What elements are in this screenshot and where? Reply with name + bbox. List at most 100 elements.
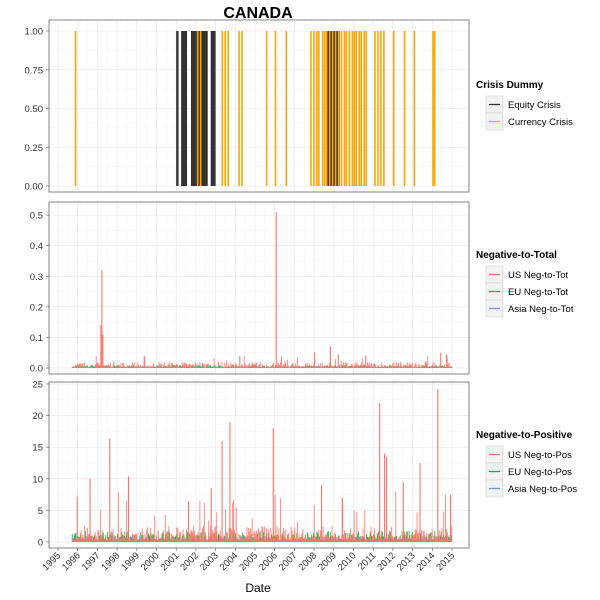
- series-bar-us-neg-to-pos: [423, 531, 425, 542]
- series-bar-us-neg-to-tot: [77, 365, 79, 368]
- legend-label: EU Neg-to-Pos: [508, 467, 572, 478]
- equity-crisis-bar: [210, 31, 216, 186]
- x-tick-label: 2011: [356, 550, 378, 572]
- series-bar-us-neg-to-pos: [71, 538, 73, 542]
- series-bar-us-neg-to-tot: [304, 366, 305, 368]
- series-bar-us-neg-to-pos: [321, 539, 323, 542]
- series-bar-us-neg-to-pos: [219, 530, 221, 542]
- series-bar-us-neg-to-pos: [311, 539, 313, 542]
- series-bar-us-neg-to-tot: [88, 367, 90, 368]
- legend-label: Equity Crisis: [508, 100, 561, 111]
- series-bar-us-neg-to-pos: [205, 535, 207, 542]
- series-bar-us-neg-to-tot: [160, 364, 162, 368]
- series-bar-eu-neg-to-tot: [116, 365, 118, 368]
- series-bar-us-neg-to-tot: [141, 365, 143, 368]
- series-bar-us-neg-to-pos: [274, 494, 276, 542]
- series-bar-us-neg-to-tot: [122, 363, 124, 368]
- series-bar-us-neg-to-tot: [253, 364, 255, 368]
- series-bar-us-neg-to-pos: [108, 539, 110, 542]
- series-bar-us-neg-to-pos: [418, 531, 420, 542]
- series-bar-us-neg-to-tot: [178, 366, 180, 368]
- series-bar-us-neg-to-pos: [117, 492, 119, 542]
- series-bar-eu-neg-to-pos: [312, 532, 314, 542]
- series-bar-us-neg-to-tot: [312, 366, 313, 368]
- currency-crisis-bar: [316, 31, 318, 186]
- series-bar-us-neg-to-pos: [308, 539, 310, 542]
- series-bar-us-neg-to-tot: [430, 366, 432, 368]
- series-bar-us-neg-to-tot: [277, 362, 279, 368]
- series-bar-us-neg-to-pos: [296, 521, 298, 542]
- series-bar-us-neg-to-pos: [113, 538, 115, 542]
- series-bar-us-neg-to-tot: [255, 364, 257, 368]
- series-bar-us-neg-to-tot: [133, 362, 135, 368]
- series-bar-us-neg-to-tot: [129, 364, 131, 368]
- series-bar-us-neg-to-tot: [245, 365, 247, 368]
- series-bar-us-neg-to-pos: [170, 538, 172, 542]
- series-bar-us-neg-to-tot: [358, 365, 360, 368]
- series-bar-us-neg-to-tot: [140, 366, 142, 368]
- series-bar-eu-neg-to-pos: [93, 536, 94, 542]
- series-bar-eu-neg-to-pos: [311, 534, 313, 542]
- series-bar-us-neg-to-tot: [407, 366, 409, 368]
- series-bar-us-neg-to-pos: [193, 526, 195, 542]
- y-tick-label: 25: [32, 380, 43, 391]
- panel-background: [49, 20, 469, 192]
- series-bar-us-neg-to-tot: [307, 367, 309, 368]
- peak-bar: [89, 478, 91, 542]
- series-bar-us-neg-to-pos: [227, 539, 229, 542]
- series-bar-us-neg-to-tot: [343, 362, 344, 368]
- series-bar-us-neg-to-tot: [206, 363, 208, 368]
- series-bar-us-neg-to-pos: [331, 526, 333, 542]
- series-bar-us-neg-to-pos: [284, 538, 286, 542]
- series-bar-us-neg-to-pos: [103, 539, 105, 542]
- series-bar-eu-neg-to-pos: [344, 533, 346, 542]
- currency-crisis-bar: [348, 31, 351, 186]
- y-tick-label: 0.1: [30, 333, 43, 344]
- series-bar-us-neg-to-tot: [446, 356, 448, 368]
- x-tick-label: 1997: [80, 550, 103, 573]
- series-bar-asia-neg-to-tot: [392, 366, 394, 368]
- series-bar-us-neg-to-tot: [336, 367, 338, 368]
- series-bar-us-neg-to-pos: [140, 532, 141, 542]
- series-bar-us-neg-to-pos: [190, 531, 192, 542]
- series-bar-us-neg-to-pos: [304, 538, 305, 542]
- x-tick-label: 2009: [316, 550, 339, 573]
- series-bar-us-neg-to-tot: [257, 367, 258, 368]
- series-bar-us-neg-to-pos: [338, 537, 340, 542]
- series-bar-us-neg-to-tot: [437, 367, 438, 368]
- series-bar-us-neg-to-pos: [83, 537, 85, 542]
- series-bar-us-neg-to-tot: [215, 367, 217, 368]
- series-bar-us-neg-to-pos: [315, 539, 317, 542]
- series-bar-eu-neg-to-pos: [409, 535, 411, 542]
- series-bar-us-neg-to-pos: [432, 539, 434, 542]
- currency-crisis-bar: [74, 31, 77, 186]
- series-bar-us-neg-to-pos: [345, 532, 347, 542]
- series-bar-us-neg-to-tot: [444, 364, 446, 368]
- y-tick-label: 10: [32, 474, 43, 485]
- series-bar-us-neg-to-tot: [264, 366, 266, 368]
- series-bar-us-neg-to-tot: [210, 367, 212, 368]
- series-bar-us-neg-to-tot: [311, 365, 313, 368]
- series-bar-us-neg-to-tot: [424, 362, 426, 368]
- series-bar-us-neg-to-pos: [202, 528, 204, 542]
- currency-crisis-bar: [285, 31, 288, 186]
- series-bar-us-neg-to-tot: [229, 366, 231, 368]
- currency-crisis-bar: [221, 31, 224, 186]
- series-bar-us-neg-to-tot: [249, 366, 251, 368]
- series-bar-eu-neg-to-pos: [349, 533, 351, 542]
- series-bar-us-neg-to-pos: [210, 526, 211, 542]
- series-bar-us-neg-to-pos: [279, 539, 281, 542]
- series-bar-us-neg-to-tot: [327, 367, 329, 368]
- series-bar-us-neg-to-tot: [334, 366, 336, 368]
- series-bar-us-neg-to-pos: [152, 537, 154, 542]
- series-bar-us-neg-to-pos: [224, 539, 226, 542]
- currency-crisis-bar: [374, 31, 376, 186]
- series-bar-us-neg-to-pos: [256, 530, 258, 542]
- series-bar-us-neg-to-pos: [161, 533, 163, 542]
- series-bar-us-neg-to-pos: [185, 539, 187, 542]
- series-bar-us-neg-to-tot: [283, 365, 285, 368]
- series-bar-us-neg-to-tot: [396, 362, 398, 368]
- series-bar-us-neg-to-pos: [339, 539, 341, 542]
- series-bar-us-neg-to-tot: [297, 366, 299, 368]
- series-bar-us-neg-to-pos: [255, 533, 257, 542]
